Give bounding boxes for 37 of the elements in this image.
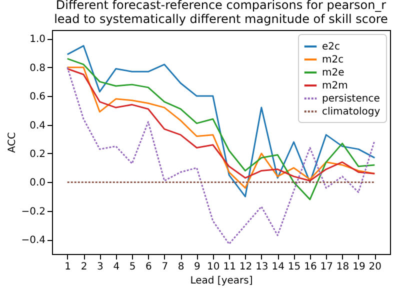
x-tick-label: 5 (129, 262, 136, 272)
x-tick-label: 6 (146, 262, 152, 272)
x-tick-label: 10 (207, 262, 220, 272)
x-tick-label: 18 (336, 262, 350, 272)
chart-title: Different forecast-reference comparisons for pearson_r lead to systematically different magnitude of skill score (54, 0, 388, 26)
x-tick-label: 3 (97, 262, 104, 272)
x-tick-label: 8 (178, 262, 184, 272)
x-tick-label: 15 (288, 262, 301, 272)
x-tick-label: 17 (320, 262, 333, 272)
x-tick-label: 14 (272, 262, 284, 272)
x-tick-label: 4 (113, 262, 120, 272)
x-tick-label: 16 (304, 262, 317, 272)
x-tick-label: 13 (256, 262, 268, 272)
x-tick-label: 9 (194, 262, 200, 272)
y-tick-label: 0.4 (30, 120, 46, 132)
x-tick-label: 19 (352, 262, 366, 272)
legend-label: e2c (322, 42, 340, 52)
y-tick-label: 0.2 (30, 148, 46, 160)
x-tick-label: 11 (223, 262, 236, 272)
x-tick-label: 20 (368, 262, 382, 272)
x-tick-label: 1 (64, 262, 72, 272)
legend-label: climatology (322, 106, 380, 118)
x-axis-title: Lead [years] (190, 276, 253, 286)
legend-label: m2c (322, 54, 344, 66)
y-tick-label: −0.2 (21, 206, 46, 218)
x-tick-label: 7 (162, 262, 168, 272)
legend-label: persistence (322, 94, 380, 104)
y-axis-title: ACC (7, 132, 18, 153)
y-tick-label: 0.6 (30, 92, 46, 103)
legend-label: m2m (322, 80, 348, 92)
legend-label: m2e (322, 68, 344, 78)
y-tick-label: −0.4 (21, 235, 46, 246)
y-tick-label: 1.0 (30, 34, 46, 46)
x-tick-label: 12 (239, 262, 252, 272)
x-tick-label: 2 (80, 262, 88, 272)
y-tick-label: 0.8 (30, 62, 46, 74)
y-tick-label: 0.0 (30, 178, 46, 189)
